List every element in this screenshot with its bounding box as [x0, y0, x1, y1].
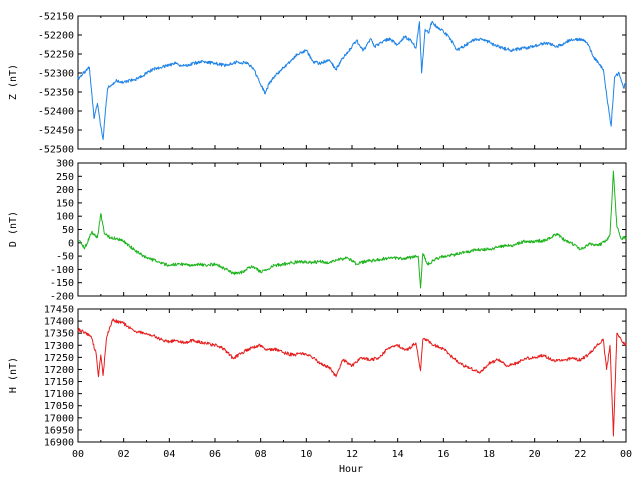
plot-frame — [77, 162, 627, 297]
x-tick-label: 10 — [300, 449, 312, 460]
y-tick-label: -52450 — [38, 126, 74, 137]
y-tick-label: -150 — [50, 278, 74, 289]
y-tick-label: 17000 — [44, 413, 74, 424]
y-tick-label: 17150 — [44, 377, 74, 388]
d-component-panel: -200 -150 -100 -50 0 50 100 150 200 250 300 — [50, 159, 627, 303]
x-tick-label: 00 — [620, 449, 632, 460]
y-tick-label: 17100 — [44, 389, 74, 400]
y-tick-label: 17350 — [44, 329, 74, 340]
x-tick-label: 08 — [255, 449, 267, 460]
y-tick-label: -52150 — [38, 12, 74, 23]
y-tick-label: 17400 — [44, 317, 74, 328]
y-tick-label: 100 — [56, 212, 74, 223]
x-tick-label: 00 — [72, 449, 84, 460]
x-tick-label: 02 — [118, 449, 130, 460]
y-tick-label: -52250 — [38, 50, 74, 61]
y-tick-label: 17200 — [44, 365, 74, 376]
series-line — [77, 170, 627, 289]
h-axis-label: H (nT) — [8, 357, 19, 393]
y-tick-label: -100 — [50, 265, 74, 276]
y-tick-label: 250 — [56, 172, 74, 183]
x-tick-label: 20 — [529, 449, 541, 460]
y-tick-label: -52200 — [38, 31, 74, 42]
y-tick-label: 16950 — [44, 425, 74, 436]
y-tick-label: -52500 — [38, 145, 74, 156]
y-tick-label: 17050 — [44, 401, 74, 412]
y-tick-label: 50 — [62, 225, 74, 236]
x-tick-label: 16 — [437, 449, 449, 460]
x-tick-label: 04 — [163, 449, 175, 460]
x-axis-label: Hour — [339, 464, 363, 475]
y-tick-label: 17250 — [44, 353, 74, 364]
y-tick-label: 300 — [56, 159, 74, 170]
h-component-panel: 16900 16950170001705017100171501720017250… — [44, 305, 632, 461]
series-line — [77, 318, 627, 437]
x-tick-label: 18 — [483, 449, 495, 460]
y-tick-label: 16900 — [44, 438, 74, 449]
y-tick-label: 150 — [56, 198, 74, 209]
z-component-panel: -52500 -52450 -52400 -52350 -52300 -52250 -522… — [38, 12, 627, 156]
x-tick-label: 12 — [346, 449, 358, 460]
series-line — [77, 20, 627, 140]
y-tick-label: -52400 — [38, 107, 74, 118]
y-tick-label: -52350 — [38, 88, 74, 99]
y-tick-label: -50 — [56, 252, 74, 263]
x-tick-label: 06 — [209, 449, 221, 460]
plot-frame — [77, 308, 627, 443]
y-tick-label: 17450 — [44, 305, 74, 316]
d-axis-label: D (nT) — [8, 211, 19, 247]
x-tick-label: 14 — [392, 449, 404, 460]
z-axis-label: Z (nT) — [8, 64, 19, 100]
plot-frame — [77, 15, 627, 150]
x-tick-label: 22 — [574, 449, 586, 460]
y-tick-label: -52300 — [38, 69, 74, 80]
y-tick-label: 17300 — [44, 341, 74, 352]
y-tick-label: -200 — [50, 292, 74, 303]
y-tick-label: 200 — [56, 185, 74, 196]
y-tick-label: 0 — [68, 238, 74, 249]
